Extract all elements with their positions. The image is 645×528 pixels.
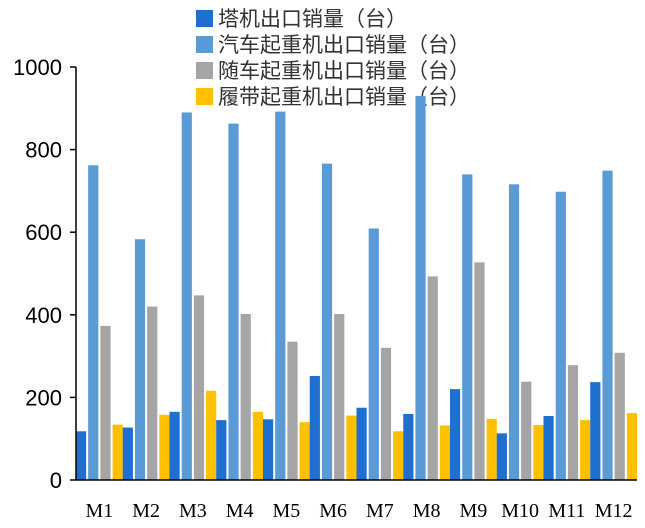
legend-label: 履带起重机出口销量（台） <box>218 85 470 109</box>
y-tick-label: 600 <box>25 220 62 245</box>
x-tick-label: M9 <box>459 500 487 522</box>
bar <box>393 431 404 480</box>
x-tick-label: M5 <box>272 500 300 522</box>
bar <box>486 418 497 480</box>
bar <box>567 365 579 480</box>
bar <box>321 163 333 480</box>
y-tick-label: 200 <box>25 385 62 410</box>
bar <box>112 424 123 480</box>
bar <box>75 431 87 480</box>
legend-swatch <box>196 36 213 53</box>
bar <box>415 95 426 480</box>
x-tick-label: M11 <box>548 500 585 522</box>
x-tick-label: M1 <box>85 500 113 522</box>
bar <box>181 112 192 481</box>
bar-group <box>75 95 638 481</box>
bar <box>380 347 392 480</box>
bar <box>521 381 532 480</box>
bar <box>356 407 367 480</box>
x-axis: M1 M2 M3 M4 M5 M6 M7 M8 M9 M10 M11 M12 <box>76 479 637 522</box>
x-tick-label: M12 <box>595 500 633 522</box>
bar <box>147 306 158 480</box>
bar <box>403 413 414 480</box>
x-tick-label: M7 <box>366 500 394 522</box>
legend-swatch <box>196 62 213 79</box>
bar <box>275 111 286 480</box>
y-tick-label: 0 <box>50 468 62 493</box>
legend-label: 汽车起重机出口销量（台） <box>218 33 470 57</box>
bar <box>602 170 613 480</box>
bar <box>334 313 345 480</box>
bar <box>439 425 451 480</box>
bar <box>206 390 217 480</box>
legend-swatch <box>196 88 213 105</box>
bar <box>614 352 625 480</box>
bar <box>228 123 239 480</box>
x-tick-label: M4 <box>226 500 254 522</box>
bar <box>533 425 544 480</box>
bar <box>580 420 591 480</box>
bar <box>100 325 111 480</box>
bar <box>508 184 520 481</box>
bar <box>134 239 146 480</box>
bar <box>216 420 227 480</box>
x-tick-label: M3 <box>179 500 207 522</box>
bar <box>496 433 507 480</box>
legend-label: 塔机出口销量（台） <box>218 7 407 31</box>
bar <box>474 262 485 480</box>
x-tick-label: M10 <box>501 500 539 522</box>
bar <box>449 389 461 480</box>
bar <box>427 276 438 480</box>
bar <box>193 295 205 480</box>
y-tick-label: 800 <box>25 138 62 163</box>
y-axis: 0 200 400 600 800 1000 <box>13 55 77 493</box>
legend-label: 随车起重机出口销量（台） <box>218 59 470 83</box>
bar <box>159 414 170 480</box>
bar <box>88 165 99 481</box>
bar <box>252 411 264 480</box>
x-tick-label: M6 <box>319 500 347 522</box>
bar <box>122 427 133 480</box>
bar <box>543 415 554 480</box>
bar <box>309 375 320 480</box>
legend-swatch <box>196 10 213 27</box>
bar <box>555 191 566 481</box>
x-tick-label: M8 <box>413 500 441 522</box>
y-tick-label: 1000 <box>13 55 62 80</box>
x-tick-label: M2 <box>132 500 160 522</box>
bar <box>368 228 379 480</box>
bar <box>262 419 274 480</box>
bar <box>299 422 310 480</box>
bar <box>462 174 473 480</box>
bar <box>287 341 298 480</box>
legend: 塔机出口销量（台）汽车起重机出口销量（台）随车起重机出口销量（台）履带起重机出口… <box>196 7 470 109</box>
bar <box>169 411 180 480</box>
y-tick-label: 400 <box>25 303 62 328</box>
bar <box>346 415 357 480</box>
bar <box>240 313 251 480</box>
bar <box>626 413 638 480</box>
bar <box>590 382 601 480</box>
